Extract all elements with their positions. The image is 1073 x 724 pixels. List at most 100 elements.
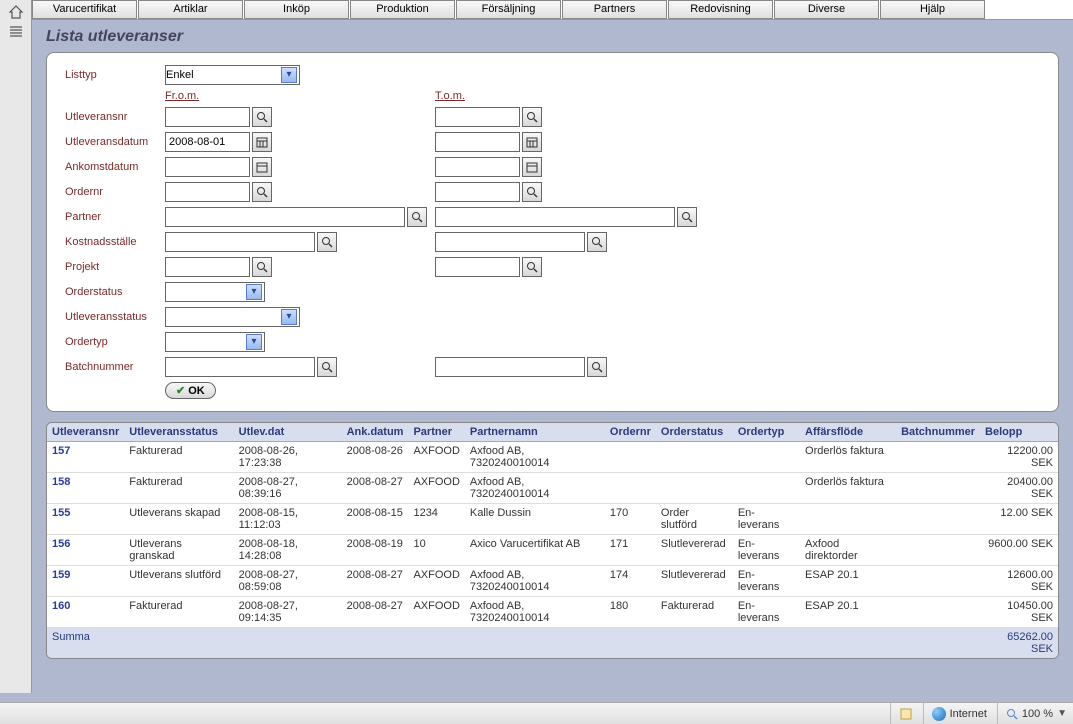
label-partner: Partner: [65, 211, 165, 223]
kostnadsstalle-to[interactable]: [435, 232, 585, 252]
label-utleveransdatum: Utleveransdatum: [65, 136, 165, 148]
label-listtyp: Listtyp: [65, 69, 165, 81]
cell: [896, 597, 980, 628]
menu-hjalp[interactable]: Hjälp: [880, 0, 985, 19]
column-header[interactable]: Affärsflöde: [800, 423, 896, 442]
cell: En-leverans: [733, 535, 800, 566]
menu-artiklar[interactable]: Artiklar: [138, 0, 243, 19]
list-icon[interactable]: [8, 24, 24, 40]
ankomstdatum-from[interactable]: [165, 157, 250, 177]
utleveransdatum-from[interactable]: [165, 132, 250, 152]
column-header[interactable]: Utlev.dat: [234, 423, 342, 442]
column-header[interactable]: Orderstatus: [656, 423, 733, 442]
column-header[interactable]: Partnernamn: [465, 423, 605, 442]
home-icon[interactable]: [8, 4, 24, 20]
search-icon[interactable]: [587, 357, 607, 377]
calendar-icon[interactable]: [252, 157, 272, 177]
menu-inkop[interactable]: Inköp: [244, 0, 349, 19]
batchnummer-to[interactable]: [435, 357, 585, 377]
search-icon[interactable]: [522, 257, 542, 277]
row-link[interactable]: 159: [47, 566, 124, 597]
search-icon[interactable]: [522, 182, 542, 202]
filter-panel: Listtyp Enkel Fr.o.m. T.o.m. Utleveransn…: [46, 52, 1059, 412]
batchnummer-from[interactable]: [165, 357, 315, 377]
row-link[interactable]: 156: [47, 535, 124, 566]
search-icon[interactable]: [252, 107, 272, 127]
column-header[interactable]: Belopp: [980, 423, 1058, 442]
cell: Axico Varucertifikat AB: [465, 535, 605, 566]
search-icon[interactable]: [252, 182, 272, 202]
column-header[interactable]: Ank.datum: [342, 423, 409, 442]
check-icon: ✔: [176, 384, 185, 397]
cell: Order slutförd: [656, 504, 733, 535]
column-header[interactable]: Utleveransstatus: [124, 423, 233, 442]
cell: Utleverans slutförd: [124, 566, 233, 597]
cell: 9600.00 SEK: [980, 535, 1058, 566]
menu-varucertifikat[interactable]: Varucertifikat: [32, 0, 137, 19]
menu-redovisning[interactable]: Redovisning: [668, 0, 773, 19]
ok-button[interactable]: ✔OK: [165, 382, 216, 399]
search-icon[interactable]: [317, 232, 337, 252]
calendar-icon[interactable]: [252, 132, 272, 152]
globe-icon: [932, 707, 946, 721]
menu-diverse[interactable]: Diverse: [774, 0, 879, 19]
search-icon[interactable]: [587, 232, 607, 252]
statusbar: Internet 100 %▼: [0, 702, 1073, 724]
column-header[interactable]: Batchnummer: [896, 423, 980, 442]
listtyp-select[interactable]: Enkel: [165, 65, 300, 85]
calendar-icon[interactable]: [522, 132, 542, 152]
column-header[interactable]: Ordernr: [605, 423, 656, 442]
cell: 174: [605, 566, 656, 597]
zoom-dropdown[interactable]: ▼: [1057, 708, 1067, 719]
row-link[interactable]: 157: [47, 442, 124, 473]
cell: Axfood AB, 7320240010014: [465, 473, 605, 504]
cell: Axfood AB, 7320240010014: [465, 442, 605, 473]
column-header[interactable]: Ordertyp: [733, 423, 800, 442]
cell: 10450.00 SEK: [980, 597, 1058, 628]
utleveransstatus-select[interactable]: [165, 307, 300, 327]
partner-from[interactable]: [165, 207, 405, 227]
utleveransnr-from[interactable]: [165, 107, 250, 127]
ordernr-to[interactable]: [435, 182, 520, 202]
utleveransdatum-to[interactable]: [435, 132, 520, 152]
menu-partners[interactable]: Partners: [562, 0, 667, 19]
cell: 2008-08-27, 09:14:35: [234, 597, 342, 628]
search-icon[interactable]: [252, 257, 272, 277]
row-link[interactable]: 158: [47, 473, 124, 504]
cell: 2008-08-15: [342, 504, 409, 535]
cell: 2008-08-27, 08:59:08: [234, 566, 342, 597]
cell: Fakturerad: [124, 597, 233, 628]
row-link[interactable]: 160: [47, 597, 124, 628]
column-header[interactable]: Partner: [408, 423, 464, 442]
cell: 2008-08-26: [342, 442, 409, 473]
cell: Slutlevererad: [656, 535, 733, 566]
cell: [656, 473, 733, 504]
search-icon[interactable]: [522, 107, 542, 127]
ordertyp-select[interactable]: [165, 332, 265, 352]
cell: 2008-08-18, 14:28:08: [234, 535, 342, 566]
cell: ESAP 20.1: [800, 597, 896, 628]
cell: AXFOOD: [408, 566, 464, 597]
utleveransnr-to[interactable]: [435, 107, 520, 127]
calendar-icon[interactable]: [522, 157, 542, 177]
cell: [896, 442, 980, 473]
projekt-from[interactable]: [165, 257, 250, 277]
cell: Fakturerad: [656, 597, 733, 628]
menu-produktion[interactable]: Produktion: [350, 0, 455, 19]
cell: 2008-08-15, 11:12:03: [234, 504, 342, 535]
sum-label: Summa: [47, 628, 980, 659]
kostnadsstalle-from[interactable]: [165, 232, 315, 252]
row-link[interactable]: 155: [47, 504, 124, 535]
search-icon[interactable]: [407, 207, 427, 227]
menu-forsaljning[interactable]: Försäljning: [456, 0, 561, 19]
label-projekt: Projekt: [65, 261, 165, 273]
ordernr-from[interactable]: [165, 182, 250, 202]
partner-to[interactable]: [435, 207, 675, 227]
ankomstdatum-to[interactable]: [435, 157, 520, 177]
cell: 180: [605, 597, 656, 628]
search-icon[interactable]: [677, 207, 697, 227]
search-icon[interactable]: [317, 357, 337, 377]
projekt-to[interactable]: [435, 257, 520, 277]
column-header[interactable]: Utleveransnr: [47, 423, 124, 442]
orderstatus-select[interactable]: [165, 282, 265, 302]
